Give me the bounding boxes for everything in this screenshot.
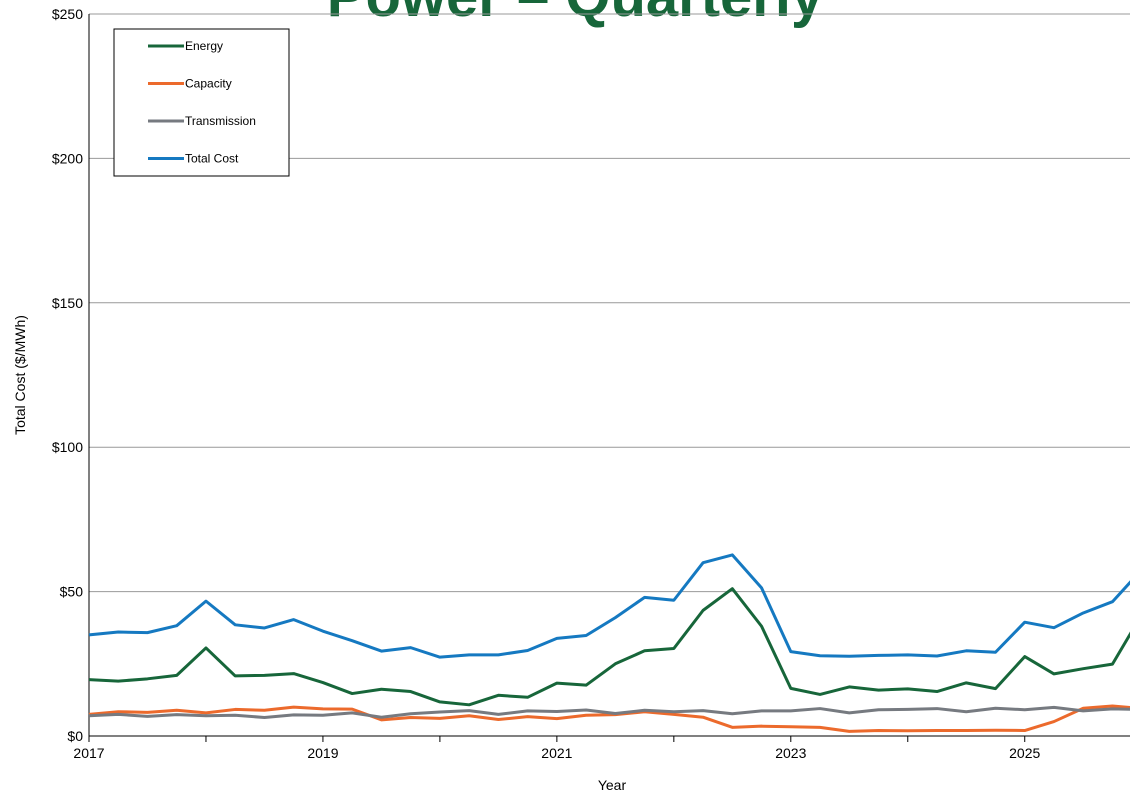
series-line <box>88 705 1130 720</box>
y-tick-label: $50 <box>60 584 84 600</box>
series-line <box>88 553 1130 659</box>
x-tick-label: 2017 <box>73 745 104 761</box>
y-tick-label: $250 <box>52 6 83 22</box>
y-tick-label: $200 <box>52 150 83 166</box>
x-axis-label: Year <box>598 777 627 793</box>
y-tick-label: $0 <box>67 728 83 744</box>
legend-box <box>113 28 290 177</box>
x-tick-label: 2021 <box>541 745 572 761</box>
legend-label: Total Cost <box>185 152 239 166</box>
legend-label: Transmission <box>185 114 256 128</box>
legend-label: Capacity <box>185 77 232 91</box>
x-tick-label: 2019 <box>307 745 338 761</box>
series-line <box>88 587 1130 707</box>
x-tick-label: 2025 <box>1009 745 1040 761</box>
y-tick-label: $100 <box>52 439 83 455</box>
y-tick-label: $150 <box>52 295 83 311</box>
x-tick-label: 2023 <box>775 745 806 761</box>
y-axis-label: Total Cost ($/MWh) <box>12 315 28 435</box>
legend-label: Energy <box>185 39 223 53</box>
